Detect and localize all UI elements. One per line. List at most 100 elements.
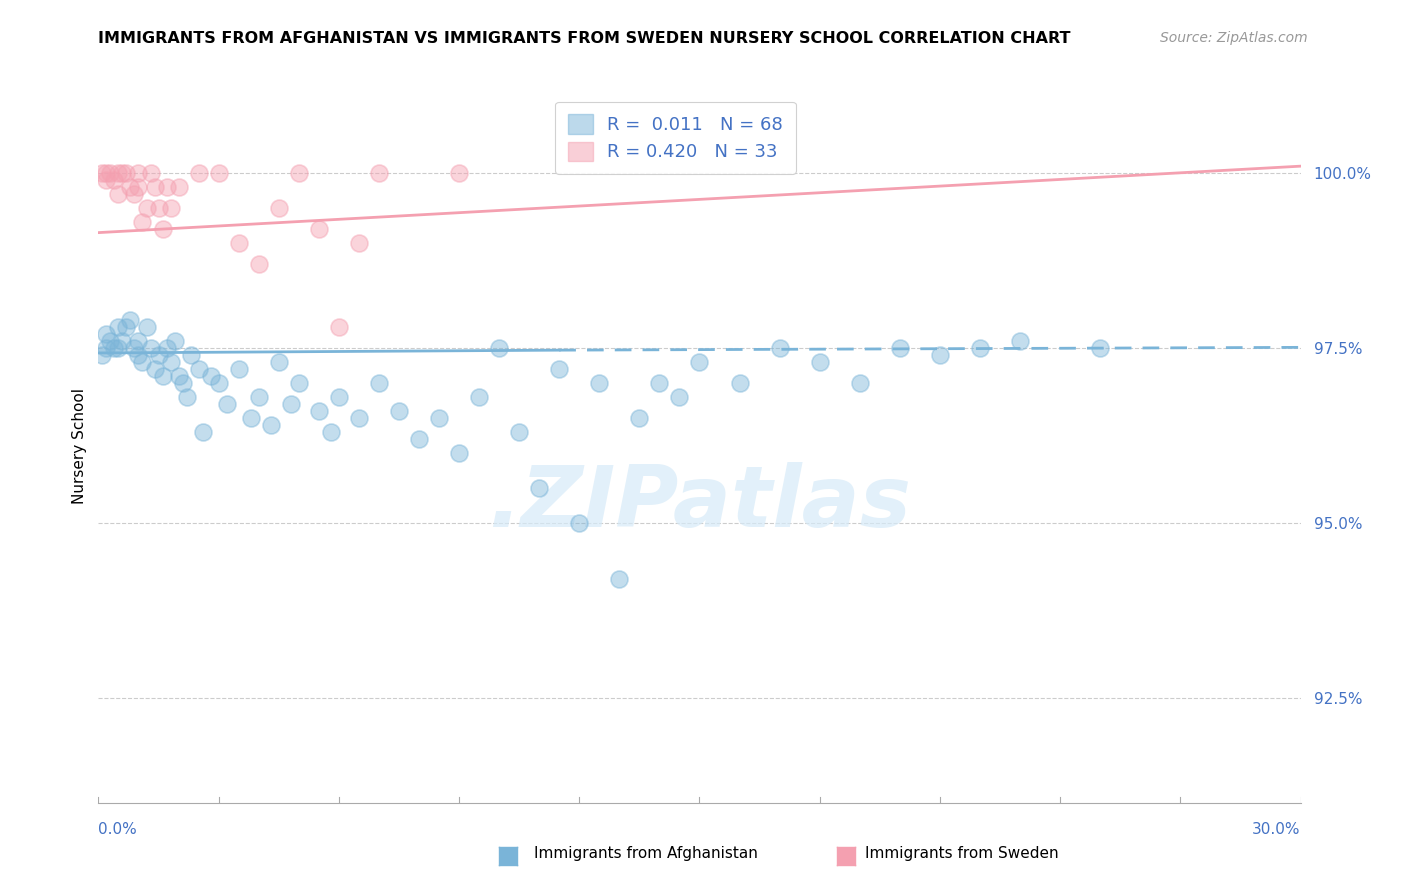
Point bbox=[131, 355, 153, 369]
Point bbox=[628, 411, 651, 425]
Point bbox=[648, 376, 671, 390]
Point bbox=[176, 390, 198, 404]
Point bbox=[143, 180, 166, 194]
Point bbox=[388, 404, 411, 418]
Point bbox=[111, 166, 134, 180]
Point bbox=[427, 411, 450, 425]
Point bbox=[609, 572, 631, 586]
Point bbox=[191, 425, 214, 439]
Point bbox=[488, 341, 510, 355]
Point bbox=[159, 201, 181, 215]
Text: Source: ZipAtlas.com: Source: ZipAtlas.com bbox=[1160, 31, 1308, 45]
Point bbox=[155, 180, 177, 194]
Legend: R =  0.011   N = 68, R = 0.420   N = 33: R = 0.011 N = 68, R = 0.420 N = 33 bbox=[555, 102, 796, 174]
Point bbox=[128, 348, 150, 362]
Point bbox=[152, 369, 174, 384]
Point bbox=[548, 362, 571, 376]
Point bbox=[163, 334, 186, 348]
Text: IMMIGRANTS FROM AFGHANISTAN VS IMMIGRANTS FROM SWEDEN NURSERY SCHOOL CORRELATION: IMMIGRANTS FROM AFGHANISTAN VS IMMIGRANT… bbox=[98, 31, 1071, 46]
Point bbox=[929, 348, 952, 362]
Point bbox=[808, 355, 831, 369]
Point bbox=[215, 397, 238, 411]
Point bbox=[347, 411, 370, 425]
Point bbox=[288, 166, 311, 180]
Point bbox=[228, 236, 250, 251]
Point bbox=[508, 425, 530, 439]
Point bbox=[228, 362, 250, 376]
Point bbox=[128, 334, 150, 348]
Point bbox=[120, 313, 142, 327]
Point bbox=[260, 417, 283, 432]
Point bbox=[159, 355, 181, 369]
Point bbox=[111, 334, 134, 348]
Point bbox=[368, 166, 391, 180]
Point bbox=[1010, 334, 1032, 348]
Point bbox=[135, 320, 157, 334]
Point bbox=[208, 376, 231, 390]
Point bbox=[107, 341, 129, 355]
Point bbox=[267, 201, 290, 215]
Point bbox=[849, 376, 872, 390]
Point bbox=[280, 397, 302, 411]
Point bbox=[180, 348, 202, 362]
Text: Immigrants from Afghanistan: Immigrants from Afghanistan bbox=[534, 847, 758, 861]
Point bbox=[107, 187, 129, 202]
Point bbox=[115, 320, 138, 334]
Point bbox=[529, 481, 551, 495]
Point bbox=[131, 215, 153, 229]
Point bbox=[135, 201, 157, 215]
Point bbox=[200, 369, 222, 384]
Point bbox=[128, 166, 150, 180]
Point bbox=[969, 341, 991, 355]
Point bbox=[124, 341, 146, 355]
Point bbox=[247, 257, 270, 271]
Point bbox=[96, 327, 118, 342]
Point bbox=[148, 348, 170, 362]
Point bbox=[239, 411, 262, 425]
Text: 0.0%: 0.0% bbox=[98, 822, 138, 837]
Point bbox=[368, 376, 391, 390]
Point bbox=[447, 166, 470, 180]
Point bbox=[139, 166, 162, 180]
Point bbox=[588, 376, 610, 390]
Point bbox=[267, 355, 290, 369]
Point bbox=[668, 390, 690, 404]
Text: .ZIPatlas: .ZIPatlas bbox=[488, 461, 911, 545]
Point bbox=[1088, 341, 1111, 355]
Point bbox=[319, 425, 342, 439]
Point bbox=[148, 201, 170, 215]
Point bbox=[328, 320, 350, 334]
Point bbox=[889, 341, 911, 355]
Point bbox=[208, 166, 231, 180]
Text: Immigrants from Sweden: Immigrants from Sweden bbox=[865, 847, 1059, 861]
Point bbox=[96, 166, 118, 180]
Point bbox=[308, 404, 330, 418]
Point bbox=[768, 341, 790, 355]
Point bbox=[308, 222, 330, 236]
Point bbox=[115, 166, 138, 180]
Point bbox=[96, 341, 118, 355]
Point bbox=[103, 341, 125, 355]
Point bbox=[91, 348, 114, 362]
Point bbox=[408, 432, 430, 446]
Point bbox=[107, 166, 129, 180]
Point bbox=[728, 376, 751, 390]
Point bbox=[167, 180, 190, 194]
Point bbox=[100, 334, 122, 348]
Point bbox=[247, 390, 270, 404]
Point bbox=[100, 166, 122, 180]
Point bbox=[288, 376, 311, 390]
Point bbox=[187, 166, 209, 180]
Point bbox=[347, 236, 370, 251]
Point bbox=[328, 390, 350, 404]
Point bbox=[152, 222, 174, 236]
Point bbox=[96, 173, 118, 187]
Point bbox=[139, 341, 162, 355]
Point bbox=[568, 516, 591, 530]
Point bbox=[107, 320, 129, 334]
Text: 30.0%: 30.0% bbox=[1253, 822, 1301, 837]
Point bbox=[167, 369, 190, 384]
Point bbox=[143, 362, 166, 376]
Point bbox=[124, 187, 146, 202]
Point bbox=[172, 376, 194, 390]
